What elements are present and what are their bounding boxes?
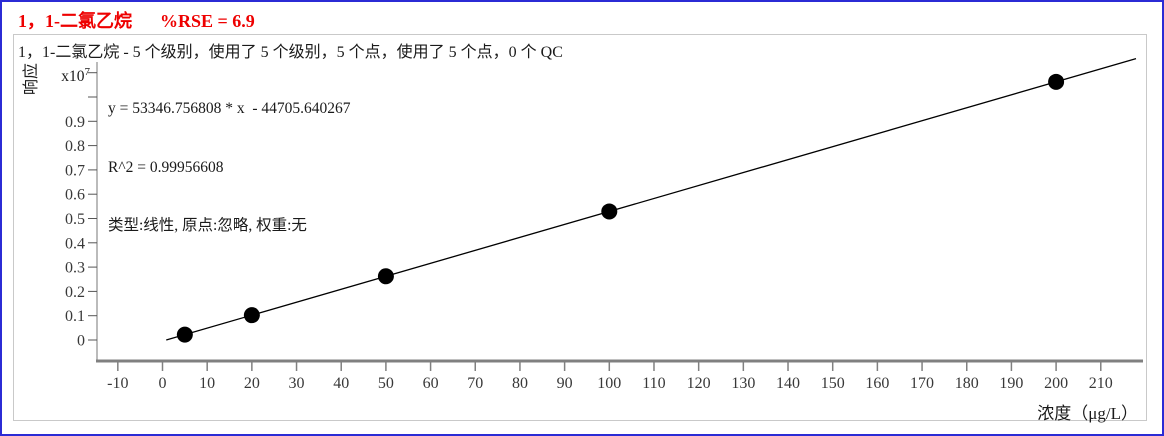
y-axis-scale-label: x107 bbox=[61, 66, 90, 86]
x-axis-title: 浓度（μg/L） bbox=[1037, 404, 1138, 423]
chart-subtitle: 1，1-二氯乙烷 - 5 个级别，使用了 5 个级别，5 个点，使用了 5 个点… bbox=[18, 44, 563, 61]
fit-equation-block: y = 53346.756808 * x - 44705.640267 R^2 … bbox=[108, 60, 351, 275]
fit-settings-line: 类型:线性, 原点:忽略, 权重:无 bbox=[108, 217, 307, 234]
panel-title: 1，1-二氯乙烷 %RSE = 6.9 bbox=[18, 7, 255, 33]
compound-name: 1，1-二氯乙烷 bbox=[18, 11, 132, 31]
calibration-point[interactable] bbox=[243, 307, 260, 324]
calibration-point[interactable] bbox=[176, 326, 193, 343]
calibration-point[interactable] bbox=[377, 268, 394, 285]
calibration-point[interactable] bbox=[601, 203, 618, 220]
equation-line: y = 53346.756808 * x - 44705.640267 bbox=[108, 100, 351, 117]
r-squared-line: R^2 = 0.99956608 bbox=[108, 158, 224, 176]
rse-value: %RSE = 6.9 bbox=[160, 11, 255, 31]
calibration-point[interactable] bbox=[1048, 73, 1065, 90]
